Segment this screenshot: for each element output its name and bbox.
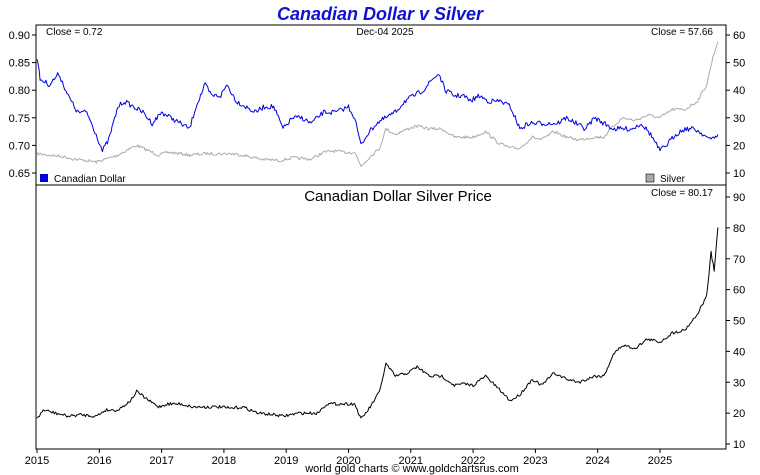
top-left-axis: 0.90 0.85 0.80 0.75 0.70 0.65 xyxy=(9,30,36,180)
x-tick-label: 2021 xyxy=(399,455,423,467)
y-tick-label: 0.90 xyxy=(9,30,30,42)
y-tick-label: 0.70 xyxy=(9,140,30,152)
top-right-axis: 60 50 40 30 20 10 xyxy=(726,30,745,180)
y-tick-label: 10 xyxy=(733,439,745,451)
y-tick-label: 20 xyxy=(733,140,745,152)
date-label: Dec-04 2025 xyxy=(356,27,414,38)
y-tick-label: 0.80 xyxy=(9,85,30,97)
y-tick-label: 80 xyxy=(733,223,745,235)
legend-label-cad: Canadian Dollar xyxy=(54,174,126,185)
y-tick-label: 0.75 xyxy=(9,113,30,125)
y-tick-label: 0.65 xyxy=(9,168,30,180)
x-axis: 2015 2016 2017 2018 2019 2020 2021 2022 2023 2024… xyxy=(25,449,672,467)
legend-swatch-silver xyxy=(645,173,655,183)
x-tick-label: 2015 xyxy=(25,455,49,467)
chart-title: Canadian Dollar v Silver xyxy=(277,4,484,24)
y-tick-label: 60 xyxy=(733,285,745,297)
y-tick-label: 50 xyxy=(733,58,745,70)
close-cad-label: Close = 0.72 xyxy=(46,27,103,38)
silver-line xyxy=(36,41,719,167)
footer-credit: world gold charts © www.goldchartsrus.co… xyxy=(304,463,519,475)
top-plot-frame xyxy=(35,24,727,186)
x-tick-label: 2023 xyxy=(523,455,547,467)
y-tick-label: 30 xyxy=(733,377,745,389)
y-tick-label: 90 xyxy=(733,192,745,204)
bottom-plot-frame xyxy=(35,184,727,450)
legend-label-silver: Silver xyxy=(660,174,686,185)
y-tick-label: 40 xyxy=(733,346,745,358)
bottom-chart-title: Canadian Dollar Silver Price xyxy=(304,188,492,205)
x-tick-label: 2018 xyxy=(212,455,236,467)
close-silver-label: Close = 57.66 xyxy=(651,27,713,38)
bottom-series-group xyxy=(36,227,719,419)
y-tick-label: 30 xyxy=(733,113,745,125)
legend-swatch-cad xyxy=(40,174,48,182)
x-tick-label: 2017 xyxy=(149,455,173,467)
x-tick-label: 2022 xyxy=(461,455,485,467)
y-tick-label: 0.85 xyxy=(9,58,30,70)
y-tick-label: 20 xyxy=(733,408,745,420)
x-tick-label: 2024 xyxy=(585,455,609,467)
top-series-group xyxy=(36,41,719,167)
cad-line xyxy=(36,59,719,153)
x-tick-label: 2025 xyxy=(648,455,672,467)
y-tick-label: 60 xyxy=(733,30,745,42)
bottom-right-axis: 90 80 70 60 50 40 30 20 10 xyxy=(726,192,745,451)
price-line xyxy=(36,227,719,419)
x-tick-label: 2019 xyxy=(274,455,298,467)
x-tick-label: 2016 xyxy=(87,455,111,467)
y-tick-label: 10 xyxy=(733,168,745,180)
x-tick-label: 2020 xyxy=(336,455,360,467)
y-tick-label: 70 xyxy=(733,254,745,266)
y-tick-label: 50 xyxy=(733,316,745,328)
y-tick-label: 40 xyxy=(733,85,745,97)
close-price-label: Close = 80.17 xyxy=(651,188,713,199)
